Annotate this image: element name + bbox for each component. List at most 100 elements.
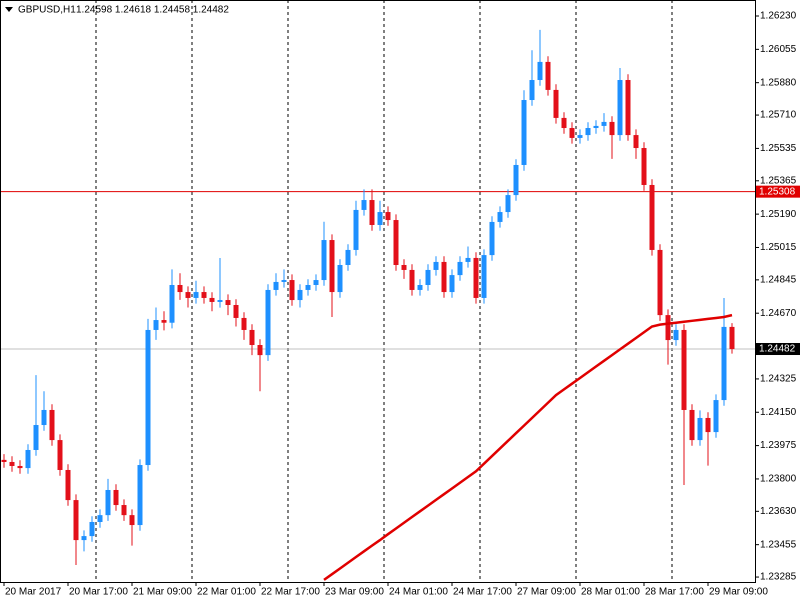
- candle-body: [201, 292, 207, 298]
- y-tick-label: 1.24325: [760, 374, 797, 385]
- candle-body: [137, 465, 143, 526]
- plot-area: [0, 0, 755, 582]
- candle-body: [489, 221, 495, 256]
- candle-body: [249, 329, 255, 346]
- candle-body: [513, 164, 519, 196]
- y-tick-label: 1.25190: [760, 209, 797, 220]
- candle-body: [161, 320, 167, 323]
- y-tick-label: 1.23630: [760, 506, 797, 517]
- candle-body: [177, 284, 183, 293]
- x-tick-label: 21 Mar 09:00: [133, 587, 192, 598]
- candle-body: [425, 269, 431, 285]
- candle-body: [641, 148, 647, 185]
- candle-body: [81, 536, 87, 541]
- candle-body: [57, 440, 63, 470]
- candle-body: [145, 329, 151, 466]
- candle-body: [105, 489, 111, 516]
- quote: 1.24598 1.24618 1.24458 1.24482: [76, 5, 229, 16]
- y-tick-label: 1.25015: [760, 242, 797, 253]
- y-tick-label: 1.24845: [760, 274, 797, 285]
- candle-body: [233, 305, 239, 318]
- candle-body: [505, 195, 511, 213]
- candle-body: [697, 417, 703, 441]
- y-tick-label: 1.25365: [760, 175, 797, 186]
- candle-body: [65, 469, 71, 501]
- y-tick-label: 1.24150: [760, 407, 797, 418]
- candle-body: [713, 400, 719, 433]
- candle-body: [97, 515, 103, 522]
- candle-body: [409, 269, 415, 290]
- candle-body: [73, 500, 79, 541]
- x-tick-label: 22 Mar 17:00: [261, 587, 320, 598]
- y-tick-label: 1.25535: [760, 143, 797, 154]
- candle-body: [113, 489, 119, 506]
- candle-body: [265, 289, 271, 356]
- y-tick-label: 1.25880: [760, 77, 797, 88]
- moving-average: [323, 313, 733, 581]
- candle-body: [385, 212, 391, 221]
- candle-body: [633, 135, 639, 149]
- candle-body: [433, 261, 439, 270]
- candle-body: [569, 128, 575, 138]
- candle-body: [129, 515, 135, 526]
- candle-body: [169, 284, 175, 323]
- candle-body: [625, 80, 631, 136]
- candle-body: [681, 329, 687, 410]
- candle-body: [465, 257, 471, 262]
- candle-body: [329, 240, 335, 293]
- candle-body: [321, 240, 327, 281]
- candle-body: [497, 212, 503, 222]
- candle-body: [553, 89, 559, 118]
- x-tick-label: 28 Mar 01:00: [581, 587, 640, 598]
- candle-body: [481, 255, 487, 298]
- candle-body: [25, 449, 31, 469]
- y-tick-label: 1.23975: [760, 440, 797, 451]
- candle-body: [585, 128, 591, 136]
- candle-body: [337, 264, 343, 293]
- x-tick-label: 22 Mar 01:00: [197, 587, 256, 598]
- candle-body: [273, 281, 279, 290]
- candle-body: [401, 264, 407, 270]
- candle-body: [257, 345, 263, 356]
- candle-body: [41, 409, 47, 426]
- candle-body: [529, 80, 535, 101]
- price-level-tag: [756, 185, 800, 198]
- candle-body: [89, 521, 95, 537]
- candle-body: [593, 125, 599, 129]
- x-tick-label: 20 Mar 17:00: [69, 587, 128, 598]
- candle-body: [601, 121, 607, 126]
- candle-body: [609, 121, 615, 136]
- menu-triangle: [5, 7, 13, 12]
- candle-body: [361, 200, 367, 210]
- candle-body: [353, 209, 359, 250]
- candle-body: [153, 320, 159, 330]
- x-tick-label: 24 Mar 17:00: [453, 587, 512, 598]
- candle-body: [561, 117, 567, 129]
- candle-body: [417, 284, 423, 290]
- bid-line-label: 1.24482: [759, 344, 796, 355]
- candle-body: [689, 409, 695, 441]
- candle-body: [345, 249, 351, 265]
- candle-body: [545, 61, 551, 90]
- y-tick-label: 1.26230: [760, 11, 797, 22]
- candle-body: [657, 249, 663, 316]
- x-tick-label: 23 Mar 09:00: [325, 587, 384, 598]
- y-tick-label: 1.25710: [760, 110, 797, 121]
- candle-body: [121, 505, 127, 516]
- candle-body: [241, 317, 247, 330]
- candle-body: [521, 100, 527, 165]
- candle-body: [289, 280, 295, 301]
- candle-body: [441, 261, 447, 293]
- plot-border: [0, 0, 756, 583]
- candle-body: [281, 280, 287, 282]
- candle-body: [313, 280, 319, 285]
- candle-body: [449, 275, 455, 293]
- candle-body: [33, 425, 39, 450]
- candle-body: [617, 80, 623, 136]
- candle-body: [537, 61, 543, 81]
- x-tick-label: 20 Mar 2017: [5, 587, 62, 598]
- candle-body: [665, 315, 671, 341]
- y-tick-label: 1.26055: [760, 44, 797, 55]
